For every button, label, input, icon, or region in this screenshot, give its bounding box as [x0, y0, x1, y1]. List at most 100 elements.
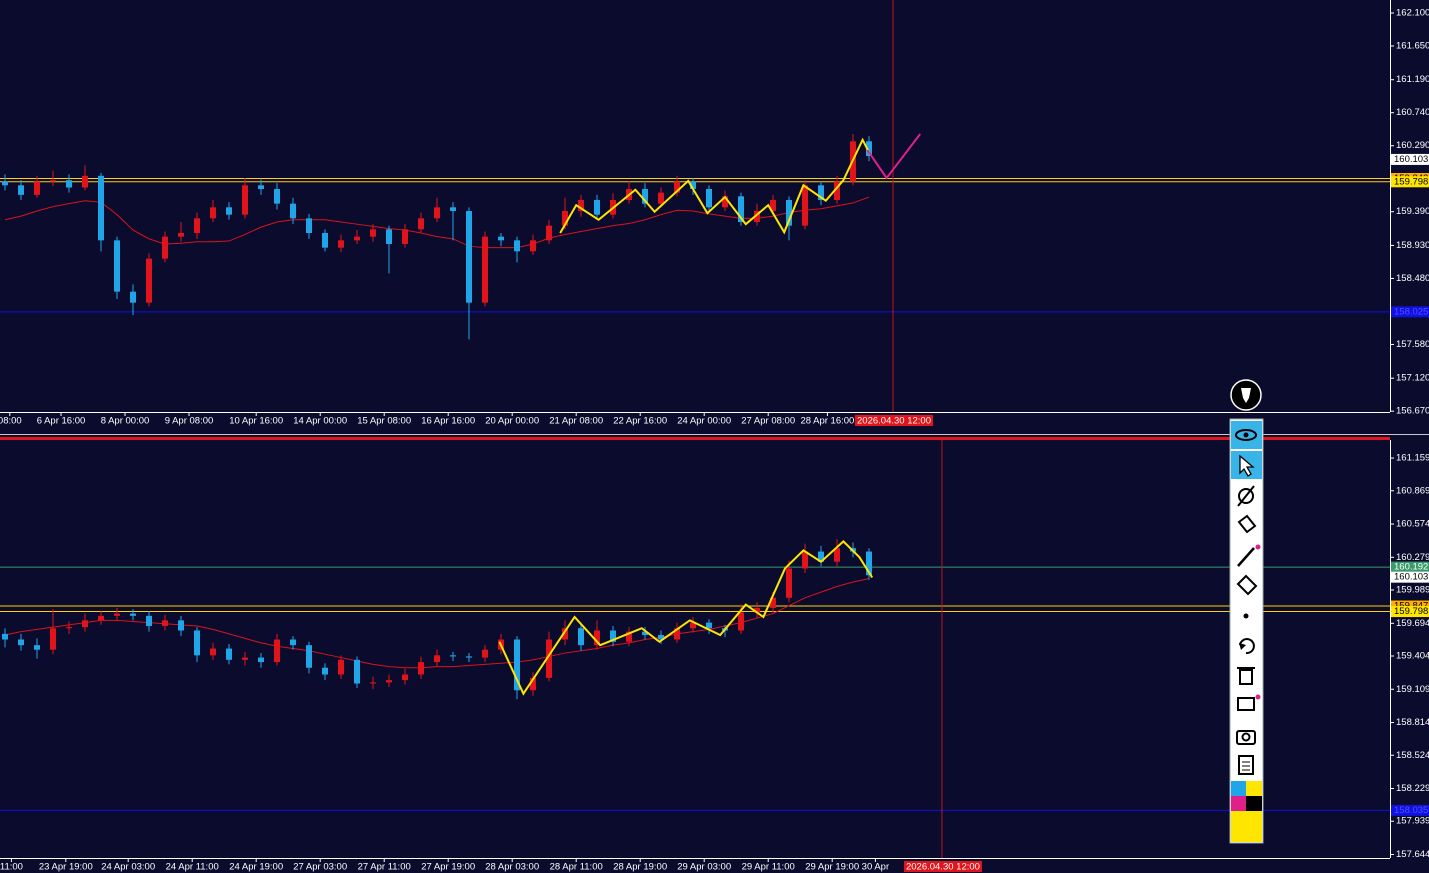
price-tag	[1390, 571, 1429, 583]
candle-body	[738, 612, 744, 631]
template-button[interactable]	[1237, 697, 1255, 711]
x-tick-label: 28 Apr 11:00	[550, 862, 603, 873]
candle-body	[754, 210, 760, 222]
candle-body	[466, 656, 472, 658]
candle-body	[402, 674, 408, 681]
candle-body	[786, 199, 792, 226]
candle-body	[674, 181, 680, 193]
candle-body	[226, 648, 232, 660]
candle-body	[66, 627, 72, 629]
tag-button[interactable]	[1237, 514, 1257, 534]
candle-body	[82, 620, 88, 628]
candle-body	[210, 648, 216, 656]
candle-body	[754, 607, 760, 613]
candle-body	[690, 181, 696, 189]
candle-body	[306, 645, 312, 668]
eye-icon	[1243, 432, 1249, 438]
y-tick-label: 159.694	[1396, 618, 1429, 629]
candle-body	[866, 141, 872, 156]
trend-line	[559, 137, 872, 235]
y-tick-label: 160.740	[1396, 107, 1429, 118]
magnet-icon	[1237, 485, 1255, 507]
x-tick-label: 27 Apr 03:00	[293, 862, 347, 873]
x-tick-label: 27 Apr 11:00	[358, 862, 411, 873]
x-tick-label: 15 Apr 08:00	[357, 416, 411, 427]
candle-body	[290, 203, 296, 219]
moving-average	[4, 196, 870, 249]
candle-body	[114, 240, 120, 292]
price-tag	[1390, 804, 1429, 816]
candle-body	[34, 181, 40, 195]
candle-body	[354, 236, 360, 241]
camera-button[interactable]	[1236, 730, 1256, 745]
trend-line	[498, 540, 874, 696]
candle-body	[162, 620, 168, 626]
price-tag-label: 160.103	[1394, 572, 1428, 583]
x-tick-label: 6 Apr 16:00	[37, 416, 86, 427]
x-tick-label: 30 Apr	[862, 862, 889, 873]
candle-body	[114, 613, 120, 616]
y-tick-label: 162.100	[1396, 7, 1429, 18]
magnet-button[interactable]	[1238, 488, 1254, 504]
y-tick-label: 157.939	[1396, 816, 1429, 827]
candle-body	[690, 622, 696, 629]
price-tag	[1390, 600, 1429, 612]
candle-body	[594, 630, 600, 646]
price-tag	[1390, 153, 1429, 165]
y-tick-label: 160.574	[1396, 519, 1429, 530]
candle-body	[642, 188, 648, 204]
eraser-button[interactable]	[1236, 574, 1258, 596]
candle-body	[610, 630, 616, 642]
trend-line	[866, 133, 921, 180]
dot-button[interactable]	[1243, 613, 1249, 619]
candle-body	[194, 630, 200, 656]
y-tick-label: 157.120	[1396, 373, 1429, 384]
candle-body	[338, 240, 344, 248]
candle-body	[770, 597, 776, 608]
color-swatch[interactable]	[1246, 781, 1262, 796]
price-tag-label: 159.798	[1394, 176, 1428, 187]
candle-body	[34, 645, 40, 650]
clipboard-button[interactable]	[1238, 755, 1254, 775]
eye-icon	[1235, 429, 1257, 441]
color-swatch[interactable]	[1246, 796, 1262, 811]
candle-body	[818, 185, 824, 200]
color-swatch[interactable]	[1231, 796, 1246, 811]
candle-body	[258, 185, 264, 189]
candle-body	[594, 199, 600, 215]
line-button[interactable]	[1237, 547, 1255, 567]
y-tick-label: 161.650	[1396, 40, 1429, 51]
candle-body	[562, 210, 568, 226]
trash-button[interactable]	[1239, 669, 1253, 685]
candle-body	[82, 175, 88, 188]
candle-body	[802, 185, 808, 226]
candle-body	[2, 181, 8, 186]
candle-body	[514, 240, 520, 252]
candle-body	[834, 181, 840, 200]
candle-body	[578, 199, 584, 211]
indicator-dot	[1255, 694, 1261, 700]
candle-body	[482, 649, 488, 658]
candle-body	[418, 662, 424, 675]
color-swatch[interactable]	[1231, 781, 1246, 796]
pointer-icon	[1239, 454, 1255, 477]
candle-body	[434, 207, 440, 219]
candle-body	[706, 622, 712, 629]
candle-body	[178, 232, 184, 237]
candle-body	[482, 236, 488, 303]
candle-body	[498, 236, 504, 241]
x-tick-label: 21 Apr 08:00	[549, 416, 603, 427]
x-tick-label: 24 Apr 19:00	[229, 862, 283, 873]
price-tag	[1390, 176, 1429, 188]
candle-body	[802, 551, 808, 569]
current-color[interactable]	[1231, 811, 1262, 842]
price-tag-label: 160.103	[1394, 154, 1428, 165]
undo-button[interactable]	[1239, 638, 1255, 655]
candle-body	[642, 631, 648, 636]
camera-icon	[1241, 732, 1251, 742]
x-tick-label: 24 Apr 11:00	[166, 862, 219, 873]
candle-body	[546, 225, 552, 241]
price-tag-label: 159.798	[1394, 606, 1428, 617]
x-tick-label: 16 Apr 16:00	[421, 416, 475, 427]
